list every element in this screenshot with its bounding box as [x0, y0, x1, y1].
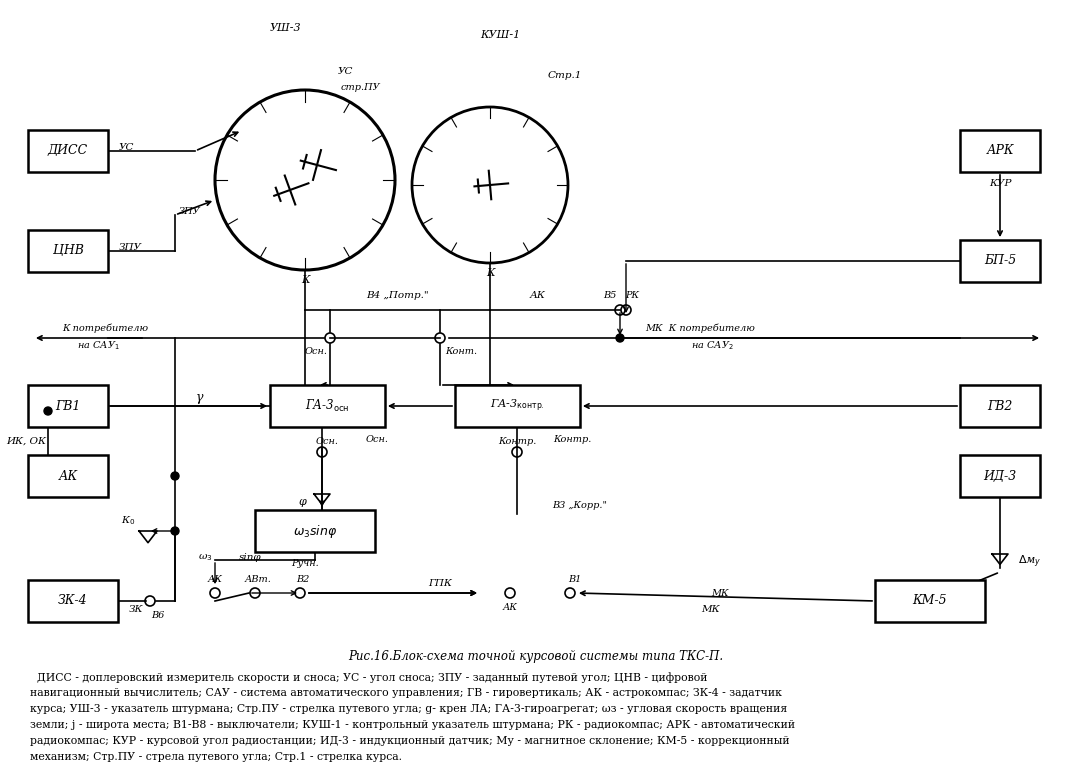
Bar [255, 510, 375, 552]
Bar [28, 130, 108, 172]
Bar [961, 130, 1040, 172]
Text: ГВ2: ГВ2 [987, 400, 1013, 413]
Text: МК: МК [711, 588, 729, 597]
Text: АВт.: АВт. [244, 574, 271, 584]
Text: УС: УС [118, 143, 134, 153]
Text: курса; УШ-3 - указатель штурмана; Стр.ПУ - стрелка путевого угла; g- крен ЛА; ГА: курса; УШ-3 - указатель штурмана; Стр.ПУ… [30, 704, 787, 714]
Text: БП-5: БП-5 [984, 255, 1016, 268]
Text: sinφ: sinφ [239, 554, 262, 562]
Text: ДИСС: ДИСС [48, 144, 88, 157]
Text: В1: В1 [568, 574, 582, 584]
Text: стр.ПУ: стр.ПУ [340, 84, 379, 93]
Bar [961, 385, 1040, 427]
Text: Осн.: Осн. [366, 434, 388, 443]
Text: γ: γ [196, 391, 204, 404]
Bar [28, 230, 108, 272]
Bar [961, 240, 1040, 282]
Text: навигационный вычислитель; САУ - система автоматического управления; ГВ - гирове: навигационный вычислитель; САУ - система… [30, 688, 781, 698]
Circle shape [616, 334, 624, 342]
Text: $\omega_3 sin\varphi$: $\omega_3 sin\varphi$ [293, 522, 338, 539]
Circle shape [172, 527, 179, 535]
Text: на САУ$_2$: на САУ$_2$ [690, 340, 733, 352]
Bar [875, 580, 985, 622]
Bar [455, 385, 580, 427]
Text: Рис.16.Блок-схема точной курсовой системы типа ТКС-П.: Рис.16.Блок-схема точной курсовой систем… [348, 650, 724, 663]
Text: ИК, ОК: ИК, ОК [6, 436, 46, 446]
Text: радиокомпас; КУР - курсовой угол радиостанции; ИД-3 - индукционный датчик; Му - : радиокомпас; КУР - курсовой угол радиост… [30, 736, 790, 746]
Text: К$_0$: К$_0$ [121, 515, 135, 528]
Text: АРК: АРК [986, 144, 1014, 157]
Text: ГВ1: ГВ1 [56, 400, 80, 413]
Text: ИД-3: ИД-3 [983, 469, 1016, 482]
Text: Стр.1: Стр.1 [548, 71, 582, 80]
Text: АК: АК [503, 603, 518, 611]
Circle shape [44, 407, 53, 415]
Bar [28, 455, 108, 497]
Text: В5: В5 [604, 291, 616, 301]
Text: ЗК-4: ЗК-4 [58, 594, 88, 607]
Bar [961, 455, 1040, 497]
Text: К: К [486, 268, 494, 278]
Text: Конт.: Конт. [445, 347, 477, 357]
Text: Контр.: Контр. [497, 436, 536, 446]
Text: ЗК: ЗК [129, 604, 144, 614]
Text: ЗПУ: ЗПУ [119, 243, 142, 252]
Text: РК: РК [625, 291, 639, 301]
Text: Осн.: Осн. [315, 436, 339, 446]
Text: К: К [300, 275, 310, 285]
Text: В6: В6 [151, 611, 165, 620]
Text: Ручн.: Ручн. [292, 558, 318, 568]
Circle shape [172, 472, 179, 480]
Text: на САУ$_1$: на САУ$_1$ [76, 340, 119, 352]
Text: В2: В2 [296, 574, 310, 584]
Text: АК: АК [208, 574, 222, 584]
Text: МК  К потребителю: МК К потребителю [645, 323, 755, 333]
Text: КУР: КУР [988, 179, 1011, 189]
Text: АК: АК [530, 291, 546, 301]
Text: ГА-3$_\mathsf{осн}$: ГА-3$_\mathsf{осн}$ [306, 398, 349, 414]
Text: К потребителю: К потребителю [62, 323, 148, 333]
Text: УС: УС [338, 67, 353, 77]
Text: УШ-3: УШ-3 [269, 23, 301, 33]
Text: КМ-5: КМ-5 [912, 594, 948, 607]
Bar [28, 580, 118, 622]
Text: ЦНВ: ЦНВ [53, 245, 84, 258]
Text: В3 „Корр.": В3 „Корр." [552, 501, 607, 509]
Text: Контр.: Контр. [553, 434, 591, 443]
Text: Осн.: Осн. [306, 347, 328, 357]
Text: ω$_3$: ω$_3$ [197, 552, 212, 564]
Text: ДИСС - доплеровский измеритель скорости и сноса; УС - угол сноса; ЗПУ - заданный: ДИСС - доплеровский измеритель скорости … [30, 672, 708, 683]
Text: механизм; Стр.ПУ - стрела путевого угла; Стр.1 - стрелка курса.: механизм; Стр.ПУ - стрела путевого угла;… [30, 752, 402, 762]
Text: АК: АК [59, 469, 77, 482]
Text: МК: МК [701, 604, 719, 614]
Text: В4 „Потр.": В4 „Потр." [366, 291, 429, 301]
Text: ЗПУ: ЗПУ [179, 208, 200, 216]
Text: ГПК: ГПК [428, 578, 452, 588]
Bar [28, 385, 108, 427]
Text: φ: φ [298, 497, 306, 507]
Text: $\Delta$м$_у$: $\Delta$м$_у$ [1018, 554, 1042, 570]
Text: земли; j - широта места; В1-В8 - выключатели; КУШ-1 - контрольный указатель штур: земли; j - широта места; В1-В8 - выключа… [30, 720, 795, 730]
Bar [270, 385, 385, 427]
Text: КУШ-1: КУШ-1 [480, 30, 520, 40]
Text: ГА-3$_\mathsf{контр.}$: ГА-3$_\mathsf{контр.}$ [490, 398, 545, 414]
